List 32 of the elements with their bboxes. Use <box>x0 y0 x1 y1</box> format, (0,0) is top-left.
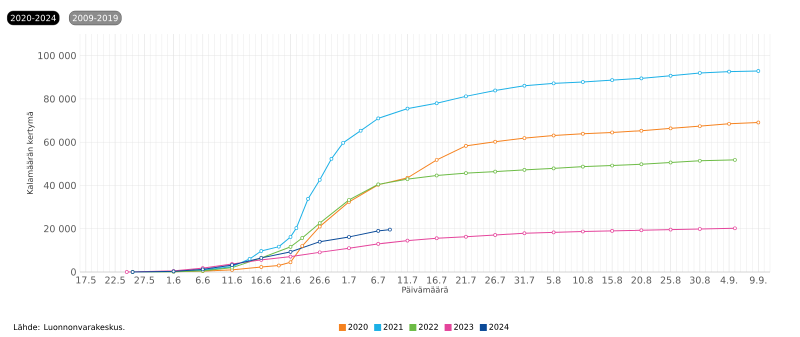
x-tick-label: 11.7 <box>398 276 418 284</box>
x-tick-label: 22.5 <box>105 276 125 284</box>
x-tick-label: 11.6 <box>222 276 242 284</box>
y-tick-label: 0 <box>71 268 76 276</box>
x-tick-label: 6.7 <box>371 276 385 284</box>
x-tick-label: 16.6 <box>252 276 272 284</box>
x-tick-label: 1.7 <box>342 276 356 284</box>
x-tick-label: 21.7 <box>456 276 476 284</box>
x-tick-label: 26.7 <box>485 276 505 284</box>
y-tick-label: 60 000 <box>44 138 76 146</box>
x-tick-label: 4.9. <box>720 276 738 284</box>
x-tick-label: 30.8 <box>690 276 710 284</box>
x-tick-label: 31.7 <box>514 276 534 284</box>
x-tick-label: 17.5 <box>76 276 96 284</box>
y-tick-label: 100 000 <box>38 52 76 60</box>
text: 2020-2024 <box>10 14 56 22</box>
y-tick-label: 20 000 <box>44 225 76 232</box>
y-tick-label: 40 000 <box>44 182 76 190</box>
x-tick-label: 27.5 <box>134 276 154 284</box>
x-tick-label: 1.6 <box>167 276 180 284</box>
x-tick-label: 15.8 <box>602 276 622 284</box>
text: 2009-2019 <box>72 14 118 22</box>
x-tick-label: 21.6 <box>280 276 300 284</box>
x-tick-label: 10.8 <box>573 276 593 284</box>
x-tick-label: 25.8 <box>660 276 680 284</box>
x-tick-label: 20.8 <box>632 276 652 284</box>
x-tick-label: 5.8 <box>546 276 561 284</box>
x-tick-label: 26.6 <box>310 276 330 284</box>
x-tick-label: 16.7 <box>427 276 446 284</box>
x-tick-label: 6.6 <box>196 276 210 284</box>
x-tick-label: 9.9. <box>750 276 766 284</box>
y-tick-label: 80 000 <box>44 95 76 102</box>
